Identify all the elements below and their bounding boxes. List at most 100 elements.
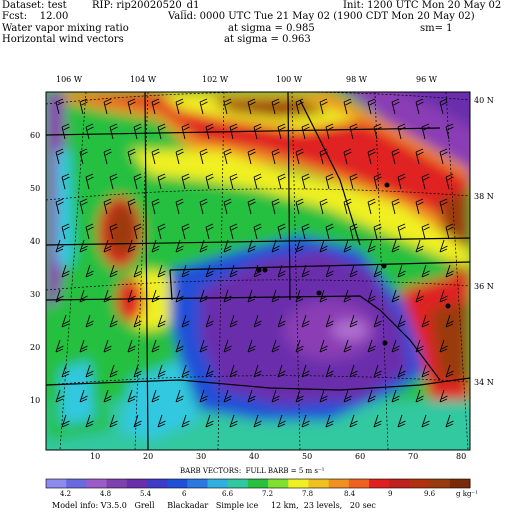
wind-barb <box>109 223 118 240</box>
wind-barb <box>205 364 214 378</box>
wind-barb <box>247 239 256 253</box>
wind-barb <box>223 289 232 303</box>
station-markers <box>256 182 451 346</box>
wind-barb <box>229 264 238 278</box>
wind-barb <box>127 339 136 353</box>
wind-barb <box>205 123 214 140</box>
wind-barb <box>319 198 328 215</box>
wind-barb <box>229 223 238 240</box>
wind-barb <box>367 289 376 303</box>
wind-barb <box>109 414 118 428</box>
wind-barb <box>271 98 280 115</box>
wind-barb <box>349 314 358 328</box>
wind-barb <box>319 148 328 165</box>
wind-barb <box>397 173 406 190</box>
wind-barb <box>415 98 424 115</box>
wind-barb <box>391 98 400 115</box>
wind-barb <box>85 173 94 190</box>
wind-barb <box>301 223 310 240</box>
colorbar-label: 6 <box>182 490 187 498</box>
wind-barb <box>229 123 238 140</box>
colorbar-swatch <box>146 479 168 488</box>
wind-barb <box>109 173 118 190</box>
wind-barb <box>397 414 406 428</box>
wind-barb <box>61 223 70 240</box>
colorbar-swatch <box>449 479 471 488</box>
wind-barb <box>391 289 400 303</box>
wind-barb <box>181 223 190 240</box>
wind-barb <box>205 314 214 328</box>
colorbar-label: 7.2 <box>262 490 274 498</box>
wind-barb <box>415 339 424 353</box>
y-tick: 60 <box>30 131 41 140</box>
colorbar-swatch <box>268 479 289 488</box>
x-tick: 50 <box>302 452 313 461</box>
colorbar-label: 9.6 <box>424 490 436 498</box>
wind-barb <box>349 123 358 140</box>
wind-barb <box>223 339 232 353</box>
wind-barb <box>109 264 118 278</box>
wind-barb <box>151 239 160 253</box>
wind-barb <box>133 314 142 328</box>
wind-barb <box>127 389 136 403</box>
wind-barb <box>391 239 400 253</box>
wind-barb <box>421 364 430 378</box>
wind-barb <box>85 414 94 428</box>
wind-barb <box>295 389 304 403</box>
wind-barb <box>349 364 358 378</box>
wind-barb <box>157 173 166 190</box>
wind-barb <box>229 364 238 378</box>
colorbar-label: 6.6 <box>222 490 234 498</box>
wind-barb <box>247 289 256 303</box>
wind-barb <box>439 289 448 303</box>
wind-barb <box>253 364 262 378</box>
wind-barb <box>85 364 94 378</box>
wind-barb <box>373 414 382 428</box>
wind-barb <box>109 123 118 140</box>
wind-barb <box>253 414 262 428</box>
wind-barb <box>325 314 334 328</box>
wind-barb <box>277 414 286 428</box>
colorbar-swatch <box>66 479 87 488</box>
wind-barb <box>277 173 286 190</box>
wind-barb <box>199 198 208 215</box>
wind-barb <box>367 98 376 115</box>
wind-barb <box>391 148 400 165</box>
wind-barb <box>325 173 334 190</box>
wind-barb <box>373 173 382 190</box>
wind-barb <box>133 364 142 378</box>
x-tick: 80 <box>456 452 467 461</box>
wind-barb <box>271 239 280 253</box>
wind-barb <box>109 314 118 328</box>
x-tick: 60 <box>355 452 366 461</box>
wind-barb <box>367 239 376 253</box>
colorbar-frame <box>45 478 471 489</box>
wind-barb <box>133 123 142 140</box>
wind-barb <box>103 289 112 303</box>
wind-barb <box>133 264 142 278</box>
wind-barb <box>301 123 310 140</box>
wind-barb <box>373 264 382 278</box>
wind-barb <box>277 264 286 278</box>
wind-barb <box>349 414 358 428</box>
rip-label: RIP: rip20020520_d1 <box>92 0 200 11</box>
wind-barb <box>349 173 358 190</box>
wind-barb <box>295 239 304 253</box>
sm-label: sm= 1 <box>420 23 453 34</box>
wind-barb <box>61 314 70 328</box>
wind-barb <box>199 148 208 165</box>
x-tick: 70 <box>408 452 419 461</box>
wind-barb <box>127 239 136 253</box>
wind-barb <box>229 314 238 328</box>
y-tick: 10 <box>30 396 41 405</box>
wind-barb <box>55 289 64 303</box>
wind-barb <box>415 389 424 403</box>
colorbar-label: 9 <box>388 490 393 498</box>
y-tick: 50 <box>30 184 41 193</box>
wind-barb <box>103 98 112 115</box>
wind-barb <box>79 289 88 303</box>
wind-barb <box>127 98 136 115</box>
lat-label: 40 N <box>474 96 494 105</box>
wind-barb <box>277 314 286 328</box>
wind-barb <box>127 198 136 215</box>
